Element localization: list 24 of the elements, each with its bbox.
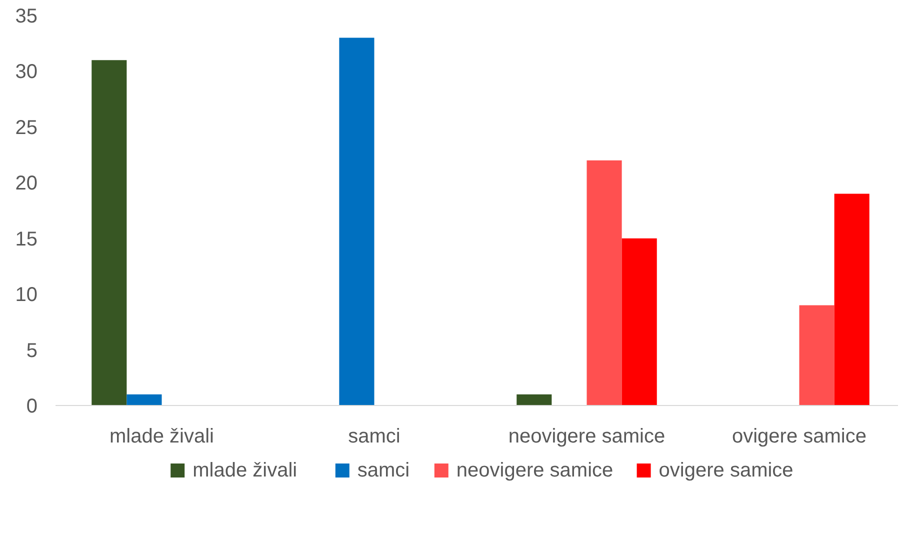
bar: [834, 194, 870, 406]
y-tick-label: 10: [15, 284, 38, 306]
y-tick-label: 0: [26, 396, 38, 418]
x-tick-label: mlade živali: [110, 426, 214, 448]
bar: [92, 60, 127, 406]
legend-label: mlade živali: [192, 460, 298, 482]
y-tick-label: 30: [15, 61, 38, 84]
bar: [622, 238, 657, 406]
y-tick-label: 35: [15, 6, 38, 28]
bar: [516, 394, 552, 406]
bar: [799, 305, 834, 406]
bar: [339, 38, 374, 406]
legend-label: neovigere samice: [456, 460, 614, 482]
x-tick-label: neovigere samice: [508, 426, 666, 448]
x-tick-label: samci: [348, 426, 400, 448]
y-tick-label: 25: [15, 116, 38, 139]
y-tick-label: 20: [15, 172, 38, 195]
y-tick-label: 15: [15, 228, 38, 250]
bar: [126, 394, 162, 406]
bar: [586, 160, 622, 406]
y-tick-label: 5: [26, 340, 38, 362]
x-tick-label: ovigere samice: [732, 426, 867, 448]
legend-label: samci: [357, 460, 410, 482]
legend-label: ovigere samice: [658, 460, 794, 482]
